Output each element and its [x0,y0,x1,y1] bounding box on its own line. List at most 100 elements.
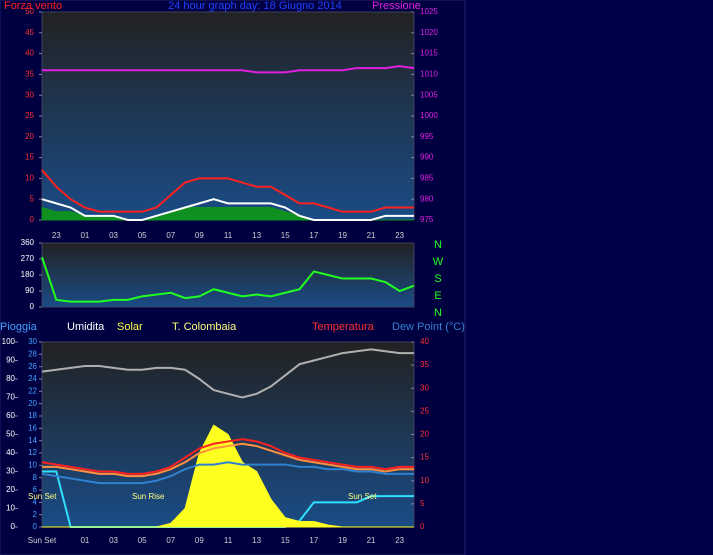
line [41,461,414,485]
y-tick-label: 20 [25,132,34,141]
y-tick-label: 10 [420,476,429,485]
legend-label: T. Colombaia [172,321,237,333]
x-tick-label: 21 [367,231,376,240]
y-tick-label: 30 [28,337,37,346]
x-tick-label: 19 [338,231,347,240]
y-tick-label: 4 [33,497,38,506]
plot-area [41,11,415,221]
y-tick-label: 1020 [420,28,438,37]
direction-label: W [433,256,444,268]
y2-axis-label: Pressione [372,0,421,12]
y-tick-label: 0 [30,302,35,311]
x-tick-label: 17 [309,231,318,240]
y-tick-label: 25 [420,406,429,415]
line [42,65,415,74]
y-tick-label: 1000 [420,111,438,120]
x-tick-label: 11 [224,536,233,545]
y-tick-label: 40 [6,448,15,457]
legend-label: Temperatura [312,321,375,333]
y-tick-label: 1025 [420,7,438,16]
y-tick-label: 50 [6,430,15,439]
y-tick-label: 10 [6,504,15,513]
line [41,256,415,303]
y-tick-label: 28 [28,349,37,358]
y-tick-label: 35 [25,70,34,79]
y-tick-label: 90 [25,286,34,295]
x-tick-label: 21 [367,536,376,545]
y-tick-label: 20 [420,430,429,439]
y-tick-label: 80 [6,374,15,383]
x-tick-label: 05 [138,536,147,545]
y-tick-label: 40 [420,337,429,346]
x-tick-label: 15 [281,536,290,545]
x-tick-label: 23 [52,231,61,240]
y-tick-label: 35 [420,360,429,369]
x-tick-label: 17 [309,536,318,545]
y-tick-label: 8 [33,473,38,482]
line [41,348,414,399]
y-tick-label: 360 [21,238,35,247]
x-tick-label: 13 [252,536,261,545]
y-tick-label: 6 [33,485,38,494]
y-tick-label: 15 [420,453,429,462]
y-tick-label: 30 [6,467,15,476]
direction-label: E [434,290,441,302]
x-tick-label: 15 [281,231,290,240]
y-tick-label: 24 [28,374,37,383]
y-tick-label: 100 [2,337,16,346]
y-tick-label: 20 [6,485,15,494]
area [42,424,414,528]
y-tick-label: 15 [25,153,34,162]
y-tick-label: 90 [6,356,15,365]
y-tick-label: 0 [30,215,35,224]
y-tick-label: 985 [420,174,434,183]
y-tick-label: 0 [33,522,38,531]
y-tick-label: 16 [28,423,37,432]
x-tick-label: 05 [138,231,147,240]
plot-area [41,242,415,308]
y-tick-label: 990 [420,153,434,162]
direction-label: S [434,273,441,285]
y-tick-label: 0 [420,522,425,531]
y-tick-label: 14 [28,436,37,445]
y-tick-label: 980 [420,194,434,203]
y-tick-label: 70 [6,393,15,402]
x-tick-label: 07 [166,231,175,240]
direction-label: N [434,307,442,319]
y-tick-label: 30 [420,383,429,392]
x-tick-label: 09 [195,231,204,240]
y-tick-label: 0 [11,522,16,531]
y-tick-label: 10 [28,460,37,469]
y-tick-label: 5 [30,194,35,203]
line [41,198,414,221]
x-tick-label: 01 [80,231,89,240]
line [41,438,414,475]
legend-label: Umidita [67,321,105,333]
y-tick-label: 975 [420,215,434,224]
x-tick-label: 01 [80,536,89,545]
chart-title: 24 hour graph day: 18 Giugno 2014 [168,0,342,12]
x-tick-label: 03 [109,536,118,545]
y-tick-label: 2 [33,510,38,519]
y-tick-label: 10 [25,174,34,183]
legend-label: Solar [117,321,143,333]
y-tick-label: 30 [25,90,34,99]
y-tick-label: 270 [21,254,35,263]
x-tick-label: 07 [166,536,175,545]
y-tick-label: 60 [6,411,15,420]
y-tick-label: 26 [28,362,37,371]
direction-label: N [434,239,442,251]
y-tick-label: 995 [420,132,434,141]
x-tick-label: 23 [395,231,404,240]
y-axis-label: Forza vento [4,0,62,12]
x-tick-label: 19 [338,536,347,545]
x-tick-label: 09 [195,536,204,545]
y-tick-label: 18 [28,411,37,420]
x-tick-label: 03 [109,231,118,240]
x-tick-label: Sun Set [28,536,57,545]
y-tick-label: 22 [28,386,37,395]
line [42,442,414,478]
legend-label: Pioggia [0,321,38,333]
annotation: Sun Rise [132,492,165,501]
